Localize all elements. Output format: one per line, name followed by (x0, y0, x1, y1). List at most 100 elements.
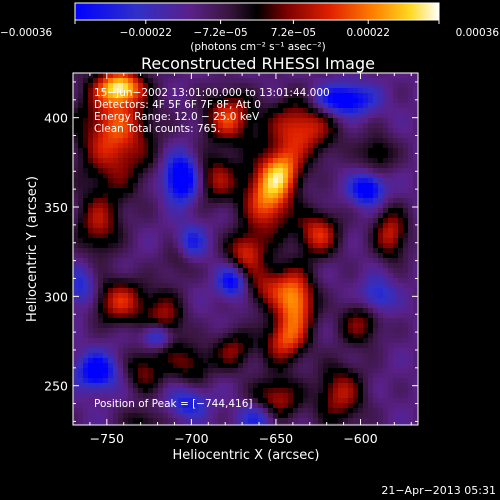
heatmap-cell (413, 268, 418, 274)
heatmap-cell (283, 323, 289, 329)
heatmap-cell (243, 223, 249, 229)
heatmap-cell (263, 113, 269, 119)
heatmap-cell (398, 323, 404, 329)
heatmap-cell (333, 108, 339, 114)
heatmap-cell (323, 223, 329, 229)
heatmap-cell (203, 408, 209, 414)
heatmap-cell (253, 348, 259, 354)
heatmap-cell (253, 238, 259, 244)
heatmap-cell (73, 158, 79, 164)
heatmap-cell (218, 238, 224, 244)
heatmap-cell (313, 398, 319, 404)
heatmap-cell (218, 83, 224, 89)
heatmap-cell (383, 93, 389, 99)
heatmap-cell (203, 183, 209, 189)
heatmap-cell (288, 183, 294, 189)
heatmap-cell (138, 113, 144, 119)
heatmap-cell (93, 113, 99, 119)
heatmap-cell (253, 188, 259, 194)
heatmap-cell (178, 183, 184, 189)
heatmap-cell (243, 308, 249, 314)
heatmap-cell (273, 123, 279, 129)
heatmap-cell (278, 98, 284, 104)
heatmap-cell (73, 168, 79, 174)
heatmap-cell (173, 283, 179, 289)
heatmap-cell (373, 123, 379, 129)
heatmap-cell (168, 103, 174, 109)
heatmap-cell (288, 73, 294, 79)
heatmap-cell (228, 348, 234, 354)
heatmap-cell (118, 173, 124, 179)
heatmap-cell (83, 98, 89, 104)
heatmap-cell (73, 98, 79, 104)
heatmap-cell (383, 193, 389, 199)
heatmap-cell (193, 263, 199, 269)
heatmap-cell (218, 233, 224, 239)
heatmap-cell (218, 198, 224, 204)
heatmap-cell (88, 113, 94, 119)
heatmap-cell (328, 423, 334, 425)
heatmap-cell (238, 418, 244, 424)
heatmap-cell (193, 198, 199, 204)
heatmap-cell (158, 323, 164, 329)
heatmap-cell (393, 348, 399, 354)
heatmap-cell (173, 133, 179, 139)
heatmap-cell (118, 338, 124, 344)
heatmap-cell (263, 358, 269, 364)
heatmap-cell (153, 73, 159, 79)
heatmap-cell (313, 283, 319, 289)
heatmap-cell (203, 238, 209, 244)
heatmap-cell (208, 288, 214, 294)
heatmap-cell (258, 183, 264, 189)
heatmap-cell (388, 358, 394, 364)
heatmap-cell (278, 218, 284, 224)
heatmap-cell (133, 168, 139, 174)
heatmap-cell (263, 353, 269, 359)
heatmap-cell (88, 328, 94, 334)
heatmap-cell (313, 173, 319, 179)
heatmap-cell (173, 328, 179, 334)
heatmap-cell (278, 113, 284, 119)
heatmap-cell (263, 203, 269, 209)
heatmap-cell (318, 353, 324, 359)
heatmap-cell (413, 73, 418, 79)
heatmap-cell (323, 378, 329, 384)
heatmap-cell (293, 83, 299, 89)
heatmap-cell (128, 178, 134, 184)
heatmap-cell (258, 303, 264, 309)
heatmap-cell (373, 198, 379, 204)
heatmap-cell (183, 373, 189, 379)
heatmap-cell (148, 258, 154, 264)
heatmap-cell (378, 293, 384, 299)
heatmap-cell (388, 148, 394, 154)
heatmap-cell (268, 188, 274, 194)
heatmap-cell (263, 218, 269, 224)
heatmap-cell (233, 408, 239, 414)
heatmap-cell (253, 343, 259, 349)
heatmap-cell (308, 93, 314, 99)
heatmap-cell (393, 173, 399, 179)
heatmap-cell (123, 108, 129, 114)
heatmap-cell (73, 328, 79, 334)
heatmap-cell (358, 258, 364, 264)
heatmap-cell (358, 413, 364, 419)
heatmap-cell (293, 363, 299, 369)
heatmap-cell (213, 223, 219, 229)
heatmap-cell (128, 263, 134, 269)
heatmap-cell (343, 93, 349, 99)
heatmap-cell (218, 188, 224, 194)
heatmap-cell (368, 238, 374, 244)
heatmap-cell (383, 288, 389, 294)
heatmap-cell (313, 353, 319, 359)
heatmap-cell (218, 383, 224, 389)
heatmap-cell (188, 313, 194, 319)
heatmap-cell (373, 383, 379, 389)
heatmap-cell (198, 363, 204, 369)
heatmap-cell (348, 333, 354, 339)
heatmap-cell (188, 403, 194, 409)
heatmap-cell (143, 403, 149, 409)
heatmap-cell (363, 333, 369, 339)
heatmap-cell (93, 323, 99, 329)
heatmap-cell (313, 333, 319, 339)
heatmap-cell (108, 238, 114, 244)
